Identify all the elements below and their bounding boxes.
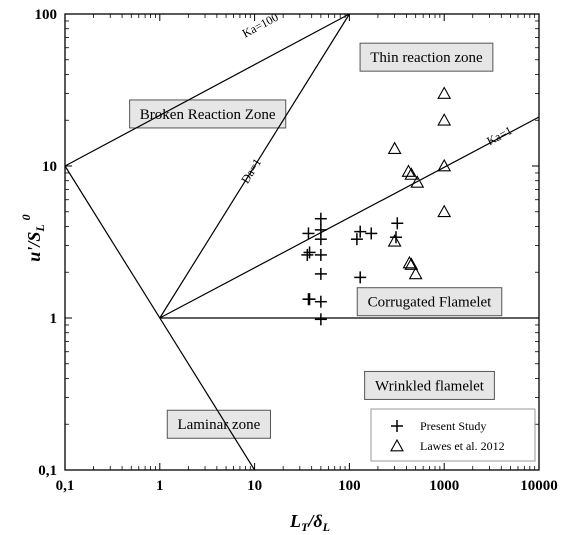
x-tick-label: 0,1 bbox=[56, 478, 75, 494]
zone-label: Corrugated Flamelet bbox=[368, 295, 493, 311]
boundary-line-ka-1 bbox=[159, 116, 540, 319]
data-point-plus bbox=[314, 212, 327, 225]
data-point-plus bbox=[303, 246, 316, 259]
data-point-plus bbox=[301, 248, 314, 261]
data-point-triangle bbox=[437, 86, 452, 99]
zone-box bbox=[364, 370, 495, 400]
legend-marker-lawes-2012 bbox=[390, 438, 404, 452]
zone-box bbox=[129, 99, 287, 129]
boundary-line-da-1 bbox=[159, 13, 350, 319]
data-point-triangle bbox=[401, 164, 416, 177]
data-point-plus bbox=[354, 271, 367, 284]
zone-corrugated-flamelet: Corrugated Flamelet bbox=[356, 287, 503, 317]
zone-label: Broken Reaction Zone bbox=[140, 107, 276, 123]
zone-boxes: Thin reaction zone Broken Reaction Zone Co… bbox=[129, 42, 503, 439]
data-point-triangle bbox=[410, 175, 425, 188]
series-lawes-et-al-2012 bbox=[387, 86, 452, 280]
y-axis-label: u'/SL0 bbox=[19, 214, 47, 261]
data-markers bbox=[301, 86, 452, 326]
data-point-triangle bbox=[404, 257, 419, 270]
data-point-triangle bbox=[387, 234, 402, 247]
x-tick-label: 1 bbox=[156, 478, 164, 494]
data-point-triangle bbox=[437, 113, 452, 126]
legend: Present Study Lawes et al. 2012 bbox=[370, 408, 536, 462]
legend-label-present-study: Present Study bbox=[420, 419, 486, 433]
line-label-da-1: Da=1 bbox=[238, 156, 264, 186]
data-point-plus bbox=[365, 227, 378, 240]
data-point-plus bbox=[314, 313, 327, 326]
x-tick-label: 10000 bbox=[520, 478, 558, 494]
line-label-ka-1: Ka=1 bbox=[484, 123, 514, 148]
zone-laminar-zone: Laminar zone bbox=[166, 409, 271, 439]
x-tick-label: 10 bbox=[247, 478, 262, 494]
zone-wrinkled-flamelet: Wrinkled flamelet bbox=[364, 370, 495, 400]
data-point-triangle bbox=[402, 255, 417, 269]
plot-frame bbox=[64, 13, 540, 471]
axis-ticks: 0,1 1 10 100 1000 10000 0,1 1 10 100 bbox=[35, 7, 558, 494]
legend-marker-present-study bbox=[391, 420, 403, 432]
series-present-study bbox=[301, 212, 404, 326]
data-point-triangle bbox=[408, 266, 423, 280]
x-axis-label: LT/δL bbox=[289, 511, 330, 534]
x-tick-label: 1000 bbox=[429, 478, 459, 494]
data-point-plus bbox=[303, 293, 316, 306]
legend-triangle-symbol bbox=[390, 438, 404, 452]
zone-box bbox=[359, 42, 494, 72]
zone-label: Wrinkled flamelet bbox=[375, 378, 485, 394]
legend-label-lawes-2012: Lawes et al. 2012 bbox=[420, 439, 505, 453]
data-point-plus bbox=[350, 233, 363, 246]
data-point-plus bbox=[314, 267, 327, 280]
data-point-triangle bbox=[437, 204, 452, 218]
y-tick-label: 1 bbox=[50, 311, 58, 327]
data-point-triangle bbox=[404, 167, 419, 180]
zone-box bbox=[356, 287, 503, 317]
data-point-plus bbox=[354, 225, 367, 238]
plot-area-border bbox=[64, 13, 540, 471]
data-point-triangle bbox=[387, 141, 402, 155]
zone-label: Thin reaction zone bbox=[370, 50, 483, 66]
data-point-plus bbox=[391, 217, 404, 230]
x-tick-label: 100 bbox=[338, 478, 361, 494]
zone-box bbox=[166, 409, 271, 439]
zone-thin-reaction-zone: Thin reaction zone bbox=[359, 42, 494, 72]
legend-box bbox=[370, 408, 536, 462]
y-tick-label: 100 bbox=[35, 7, 58, 23]
legend-plus-symbol bbox=[391, 420, 403, 432]
boundary-line-ka-100 bbox=[64, 13, 350, 167]
data-point-triangle bbox=[437, 158, 452, 172]
zone-broken-reaction-zone: Broken Reaction Zone bbox=[129, 99, 287, 129]
data-point-plus bbox=[314, 233, 327, 246]
data-point-plus bbox=[314, 248, 327, 261]
data-point-plus bbox=[314, 295, 327, 308]
y-tick-label: 0,1 bbox=[38, 463, 57, 479]
zone-label: Laminar zone bbox=[177, 417, 260, 433]
data-point-plus bbox=[302, 227, 315, 240]
y-tick-label: 10 bbox=[42, 159, 57, 175]
